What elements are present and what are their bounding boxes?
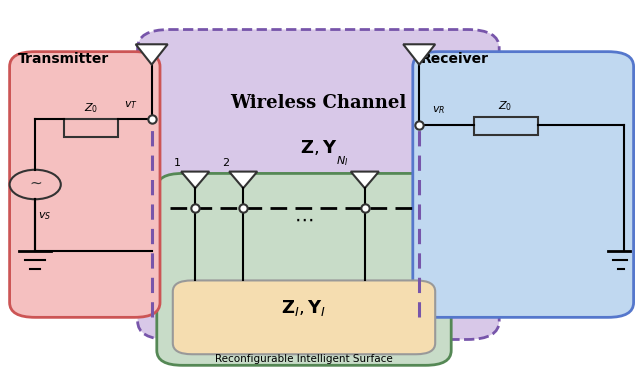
Text: $v_R$: $v_R$: [432, 104, 445, 116]
FancyBboxPatch shape: [474, 117, 538, 135]
Polygon shape: [351, 172, 379, 188]
Text: Receiver: Receiver: [421, 52, 489, 66]
Text: $v_T$: $v_T$: [124, 99, 138, 111]
FancyBboxPatch shape: [138, 30, 499, 339]
FancyBboxPatch shape: [157, 173, 451, 365]
Polygon shape: [403, 44, 435, 65]
Text: $\sim$: $\sim$: [27, 175, 44, 190]
Text: $v_S$: $v_S$: [38, 210, 52, 222]
Text: $Z_0$: $Z_0$: [499, 99, 513, 113]
Circle shape: [10, 170, 61, 199]
Text: $N_I$: $N_I$: [337, 154, 349, 168]
Polygon shape: [229, 172, 257, 188]
Text: Transmitter: Transmitter: [18, 52, 109, 66]
Text: $Z_0$: $Z_0$: [84, 101, 99, 115]
Text: Reconfigurable Intelligent Surface: Reconfigurable Intelligent Surface: [215, 354, 393, 364]
Text: $\cdots$: $\cdots$: [294, 210, 314, 229]
Text: Wireless Channel: Wireless Channel: [230, 94, 407, 112]
Polygon shape: [136, 44, 168, 65]
Text: 1: 1: [174, 158, 181, 168]
Text: $\mathbf{Z}, \mathbf{Y}$: $\mathbf{Z}, \mathbf{Y}$: [300, 138, 337, 157]
FancyBboxPatch shape: [413, 52, 634, 317]
FancyBboxPatch shape: [64, 119, 118, 137]
Text: $\mathbf{Z}_I, \mathbf{Y}_I$: $\mathbf{Z}_I, \mathbf{Y}_I$: [282, 298, 326, 318]
FancyBboxPatch shape: [173, 280, 435, 354]
Polygon shape: [181, 172, 209, 188]
Text: 2: 2: [222, 158, 229, 168]
FancyBboxPatch shape: [10, 52, 160, 317]
